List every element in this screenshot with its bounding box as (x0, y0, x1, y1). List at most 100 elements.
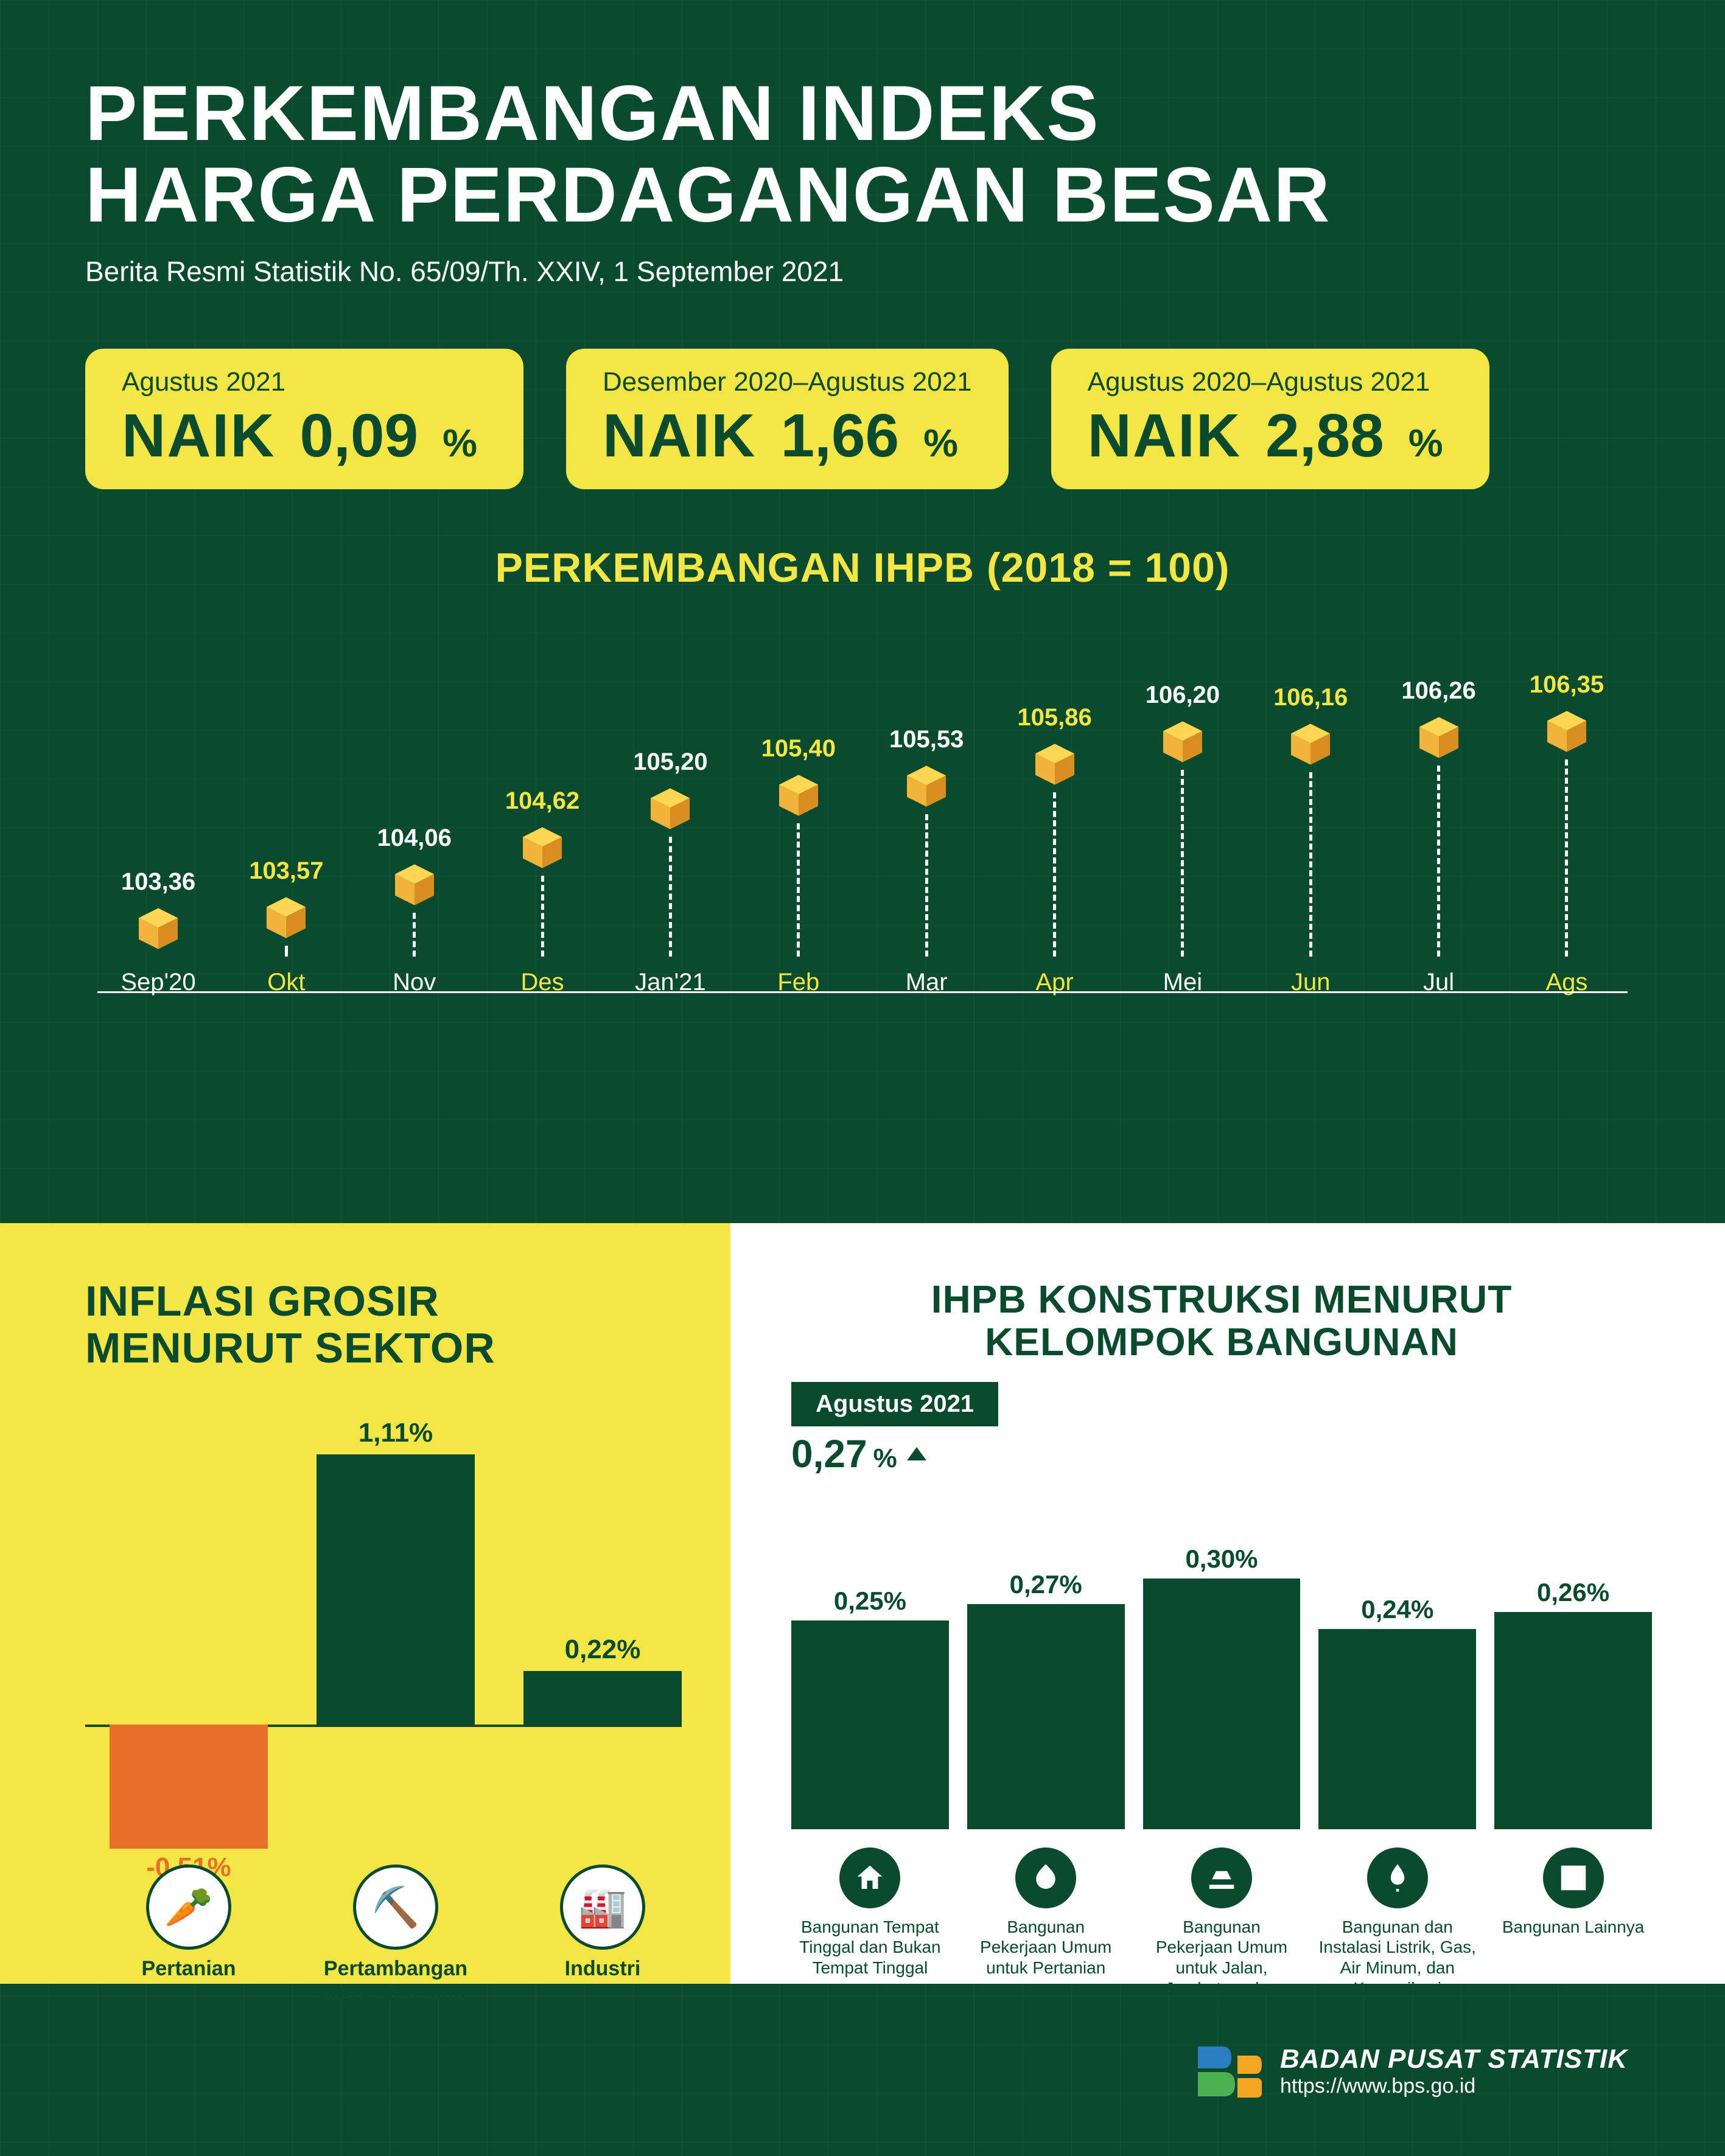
ihpb-value: 106,16 (1273, 684, 1348, 711)
ihpb-month-label: Des (481, 957, 603, 1008)
sector-chart: -0,51% 🥕 Pertanian1,11% ⛏️ Pertambangand… (85, 1420, 682, 1877)
ihpb-month-label: Okt (225, 957, 347, 1008)
cube-icon (1030, 740, 1079, 789)
ihpb-month-label: Ags (1506, 957, 1628, 1008)
construction-bar-col: 0,26% (1494, 1578, 1652, 1829)
ihpb-value: 104,62 (505, 787, 579, 815)
construction-icon-col: Bangunan Pekerjaan Umum untuk Jalan, Jem… (1143, 1847, 1301, 2019)
pill-pct: % (923, 420, 958, 466)
construction-category-icon (1543, 1847, 1604, 1908)
ihpb-dashed-line (285, 946, 288, 957)
summary-pill: Agustus 2021 NAIK 0,09 % (85, 349, 523, 489)
up-arrow-icon (907, 1447, 926, 1460)
pill-label: NAIK (122, 401, 275, 471)
ihpb-dashed-line (413, 913, 416, 957)
ihpb-month-label: Apr (994, 957, 1116, 1008)
sector-title-2: MENURUT SEKTOR (85, 1324, 495, 1372)
construction-category-name: Bangunan Lainnya (1502, 1917, 1645, 1938)
cube-icon (1415, 713, 1463, 762)
construction-bar (1494, 1612, 1652, 1829)
construction-bar-value: 0,24% (1361, 1595, 1433, 1624)
sector-name: Industri (565, 1957, 641, 1981)
ihpb-column: 103,57 (225, 628, 347, 957)
pill-period: Agustus 2021 (122, 367, 487, 397)
cons-title-2: KELOMPOK BANGUNAN (985, 1320, 1458, 1364)
ihpb-month-label: Feb (738, 957, 859, 1008)
ihpb-dashed-line (1565, 759, 1568, 957)
pill-pct: % (1408, 420, 1443, 466)
cube-icon (390, 860, 439, 909)
construction-bar-value: 0,25% (834, 1586, 906, 1616)
ihpb-value: 103,57 (249, 857, 323, 885)
ihpb-value: 103,36 (121, 868, 195, 896)
sector-icon: 🥕 (146, 1865, 231, 1950)
ihpb-column: 106,16 (1250, 628, 1371, 957)
ihpb-column: 104,06 (354, 628, 475, 957)
construction-icon-col: Bangunan Pekerjaan Umum untuk Pertanian (967, 1847, 1125, 2019)
construction-category-icon (1191, 1847, 1252, 1908)
ihpb-column: 105,53 (866, 628, 987, 957)
construction-category-icon (1015, 1847, 1076, 1908)
sector-bar (523, 1671, 682, 1725)
sector-icon: 🏭 (560, 1865, 645, 1950)
ihpb-dashed-line (1053, 792, 1056, 957)
pill-period: Agustus 2020–Agustus 2021 (1088, 367, 1453, 397)
cons-main-num: 0,27 (791, 1431, 867, 1476)
page-subtitle: Berita Resmi Statistik No. 65/09/Th. XXI… (85, 255, 1640, 288)
pill-number: 2,88 (1265, 401, 1384, 471)
ihpb-dashed-line (1181, 770, 1184, 957)
ihpb-column: 105,86 (994, 628, 1116, 957)
sector-bar-value: 1,11% (317, 1418, 475, 1448)
construction-category-icon (1367, 1847, 1428, 1908)
summary-pill: Agustus 2020–Agustus 2021 NAIK 2,88 % (1051, 349, 1489, 489)
ihpb-dashed-line (1309, 772, 1312, 957)
title-line-1: PERKEMBANGAN INDEKS (85, 70, 1100, 157)
construction-icon-col: Bangunan dan Instalasi Listrik, Gas, Air… (1318, 1847, 1476, 2019)
construction-main-value: 0,27 % (791, 1431, 1652, 1476)
cube-icon (1158, 717, 1207, 766)
sector-name: Pertambangandan Penggalian (319, 1957, 472, 2004)
construction-icons-row: Bangunan Tempat Tinggal dan Bukan Tempat… (791, 1847, 1652, 2019)
construction-category-icon (839, 1847, 900, 1908)
construction-bar-col: 0,27% (967, 1570, 1125, 1829)
footer: BADAN PUSAT STATISTIK https://www.bps.go… (1189, 2034, 1628, 2107)
construction-period-badge: Agustus 2021 (791, 1382, 998, 1426)
ihpb-value: 105,86 (1017, 704, 1091, 731)
title-line-2: HARGA PERDAGANGAN BESAR (85, 152, 1331, 239)
construction-bar-chart: 0,25% 0,27% 0,30% 0,24% 0,26% (791, 1501, 1652, 1829)
construction-bar (1143, 1579, 1301, 1829)
pill-label: NAIK (603, 401, 756, 471)
ihpb-column: 105,40 (738, 628, 859, 957)
sector-icon: ⛏️ (353, 1865, 438, 1950)
ihpb-month-label: Jul (1378, 957, 1500, 1008)
construction-bar-value: 0,30% (1185, 1544, 1258, 1574)
lower-panels: INFLASI GROSIR MENURUT SEKTOR -0,51% 🥕 P… (0, 1223, 1725, 1984)
cube-icon (518, 823, 567, 872)
pill-pct: % (443, 420, 477, 466)
pill-number: 0,09 (299, 401, 418, 471)
ihpb-dashed-line (797, 823, 800, 957)
ihpb-value: 105,40 (761, 735, 836, 762)
ihpb-value: 106,20 (1146, 682, 1220, 709)
ihpb-value: 105,53 (889, 726, 964, 753)
ihpb-value: 106,26 (1401, 677, 1475, 705)
construction-bar (791, 1620, 949, 1829)
construction-bar-col: 0,24% (1318, 1595, 1476, 1829)
ihpb-month-label: Nov (354, 957, 475, 1008)
footer-text: BADAN PUSAT STATISTIK https://www.bps.go… (1280, 2044, 1628, 2098)
construction-panel: IHPB KONSTRUKSI MENURUT KELOMPOK BANGUNA… (730, 1223, 1725, 1984)
construction-category-name: Bangunan dan Instalasi Listrik, Gas, Air… (1318, 1917, 1476, 1998)
construction-icon-col: Bangunan Lainnya (1494, 1847, 1652, 2019)
construction-bar-col: 0,25% (791, 1586, 949, 1829)
ihpb-month-label: Jan'21 (609, 957, 731, 1008)
construction-category-name: Bangunan Tempat Tinggal dan Bukan Tempat… (791, 1917, 949, 1978)
sector-icon-group: 🥕 Pertanian (110, 1865, 268, 1981)
construction-bar-value: 0,26% (1537, 1578, 1609, 1607)
ihpb-chart: 103,36 103,57 104,06 104,62 105,20 (85, 628, 1640, 1054)
pill-value-row: NAIK 1,66 % (603, 401, 972, 471)
pill-number: 1,66 (780, 401, 899, 471)
pill-period: Desember 2020–Agustus 2021 (603, 367, 972, 397)
cube-icon (134, 904, 183, 953)
ihpb-month-label: Sep'20 (97, 957, 219, 1008)
sector-name: Pertanian (142, 1957, 236, 1981)
